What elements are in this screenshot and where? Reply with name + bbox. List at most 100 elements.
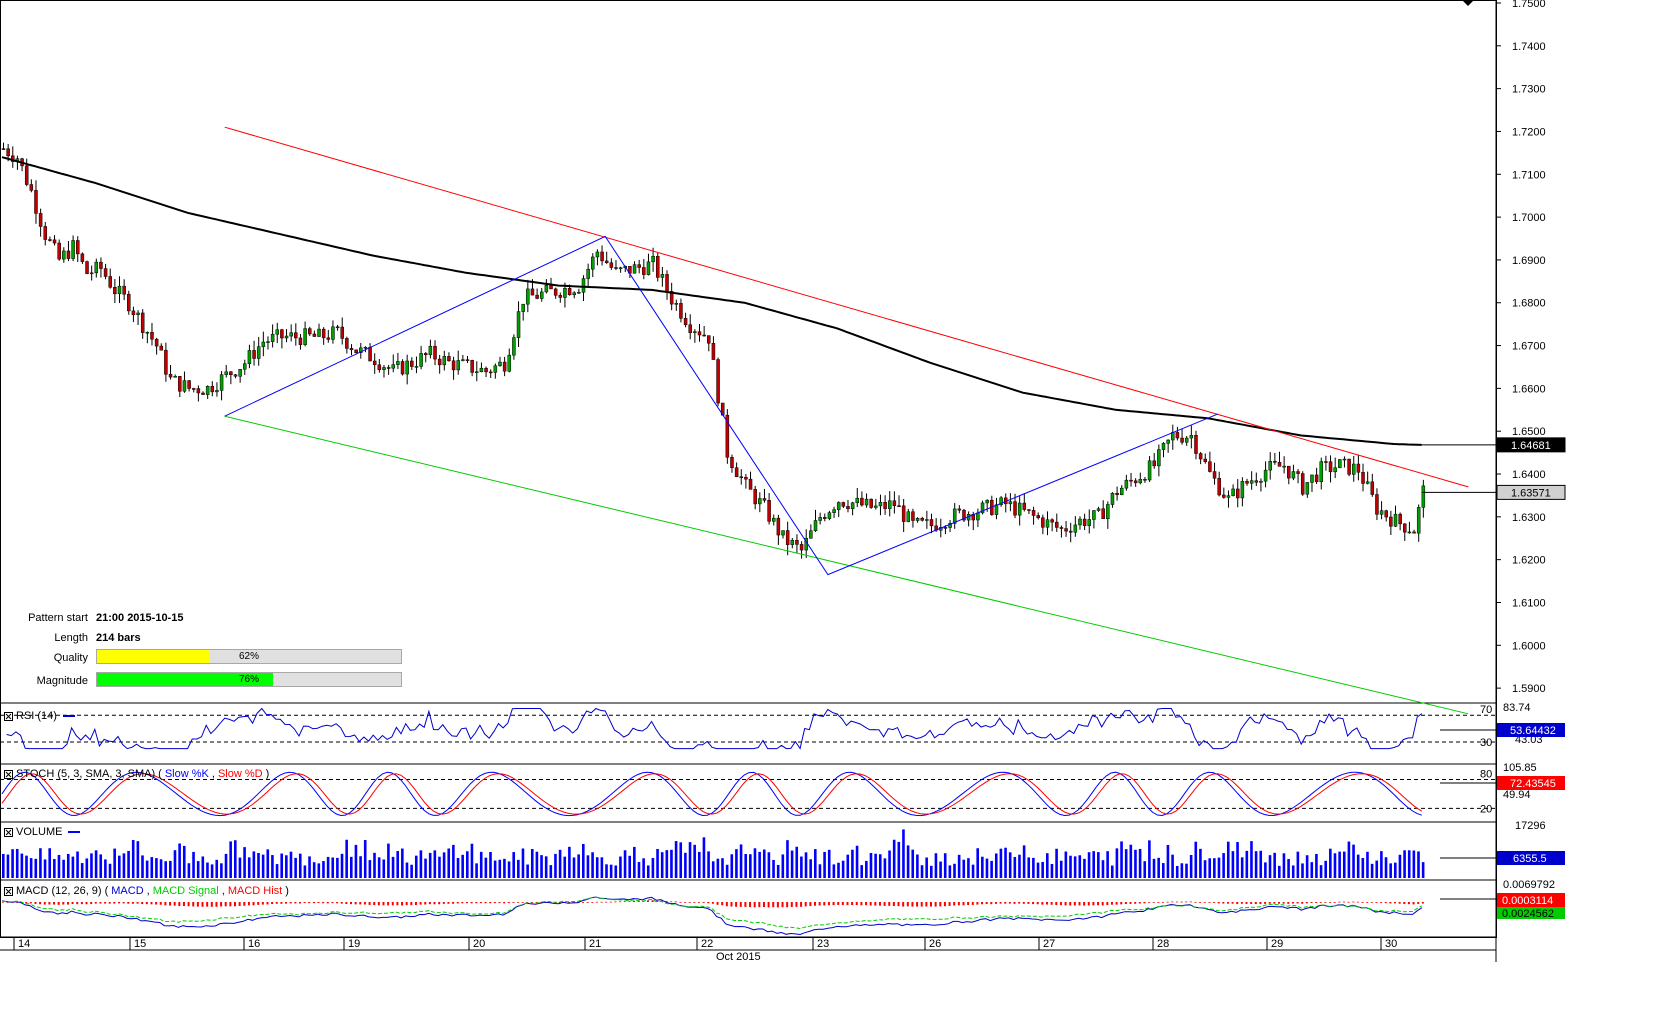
candle-down — [567, 288, 572, 296]
volume-bar — [308, 856, 311, 878]
close-indicator-icon[interactable] — [4, 711, 13, 721]
candle-down — [349, 348, 354, 351]
macd-hist-bar — [206, 902, 209, 907]
macd-value: 0.0003114 — [1502, 895, 1553, 907]
close-indicator-icon[interactable] — [4, 769, 13, 779]
macd-hist-bar — [1403, 902, 1406, 905]
macd-title[interactable]: MACD (12, 26, 9) (MACD, MACD Signal, MAC… — [4, 885, 289, 897]
ma-value-label-box — [1496, 437, 1566, 453]
candle-down — [307, 328, 312, 335]
macd-hist-bar — [985, 902, 988, 905]
price-tick-label: 1.7100 — [1512, 169, 1546, 181]
volume-bar — [1148, 840, 1151, 878]
volume-bar — [201, 856, 205, 878]
price-tick-label: 1.6100 — [1512, 597, 1546, 609]
ma-value-label: 1.64681 — [1511, 440, 1551, 452]
macd-hist-bar — [1338, 901, 1341, 903]
volume-bar — [800, 856, 803, 878]
volume-bar — [1417, 851, 1420, 878]
volume-bar — [1041, 862, 1044, 878]
volume-bar — [1097, 852, 1100, 878]
candle-down — [1217, 477, 1221, 496]
volume-bar — [1347, 841, 1351, 878]
macd-hist-bar — [1356, 901, 1359, 903]
macd-hist-bar — [795, 902, 798, 907]
candle-up — [693, 331, 697, 333]
macd-hist-bar — [1287, 902, 1290, 904]
candle-down — [423, 353, 428, 356]
candle-up — [1231, 488, 1235, 496]
volume-bar — [298, 853, 302, 878]
volume-bar — [1203, 860, 1207, 878]
candle-up — [887, 500, 892, 509]
quality-bar-fill — [97, 650, 211, 663]
price-tick-label: 1.6000 — [1512, 640, 1546, 652]
volume-bar — [1175, 865, 1179, 878]
volume-bar — [623, 850, 627, 878]
candle-down — [1245, 481, 1249, 484]
candle-up — [243, 363, 247, 370]
macd-hist-bar — [674, 901, 677, 903]
macd-hist-bar — [1380, 902, 1383, 903]
volume-bar — [1027, 857, 1031, 878]
macd-hist-bar — [874, 902, 877, 906]
stoch-title[interactable]: STOCH (5, 3, SMA, 3, SMA) (Slow %K, Slow… — [4, 768, 269, 780]
candle-down — [1031, 510, 1036, 516]
candle-up — [1157, 449, 1161, 467]
macd-hist-bar — [1046, 902, 1048, 905]
macd-hist-bar — [461, 902, 464, 904]
macd-hist-bar — [90, 902, 93, 905]
macd-hist-bar — [298, 902, 301, 904]
macd-hist-bar — [1394, 902, 1396, 904]
macd-hist-bar — [725, 902, 728, 907]
candle-down — [345, 338, 349, 349]
close-indicator-icon[interactable] — [4, 827, 13, 837]
candle-down — [785, 530, 790, 545]
candle-up — [581, 278, 586, 293]
macd-hist-bar — [591, 902, 594, 903]
volume-bar — [66, 853, 70, 878]
macd-hist-bar — [1231, 902, 1234, 904]
macd-hist-bar — [526, 902, 529, 903]
close-indicator-icon[interactable] — [4, 886, 13, 896]
candle-down — [400, 361, 405, 375]
candle-down — [1175, 432, 1180, 439]
macd-hist-bar — [1124, 902, 1127, 905]
magnitude-value: 76% — [238, 674, 259, 685]
candle-down — [860, 497, 864, 506]
volume-bar — [1078, 855, 1082, 878]
macd-hist-bar — [730, 902, 733, 907]
volume-bar — [294, 857, 297, 878]
macd-hist-bar — [930, 902, 932, 907]
macd-hist-bar — [804, 902, 807, 907]
rsi-title[interactable]: RSI (14) — [4, 710, 75, 722]
volume-bar — [544, 856, 548, 878]
volume-bar — [906, 845, 910, 878]
candle-up — [1310, 474, 1314, 483]
volume-bar — [911, 849, 915, 878]
macd-hist-bar — [512, 902, 515, 903]
rsi-title-text: RSI (14) — [16, 710, 57, 722]
volume-title[interactable]: VOLUME — [4, 826, 81, 838]
plot-frame — [0, 0, 1497, 938]
volume-bar — [410, 864, 413, 878]
volume-bar — [57, 854, 61, 878]
macd-hist-bar — [503, 902, 506, 904]
macd-hist-bar — [916, 902, 919, 907]
macd-hist-bar — [1199, 902, 1202, 903]
macd-hist-bar — [34, 902, 37, 904]
volume-bar — [846, 854, 850, 878]
volume-bar — [1036, 862, 1040, 878]
volume-bar — [424, 858, 427, 878]
volume-bar — [628, 855, 631, 878]
macd-hist-bar — [776, 902, 779, 908]
candle-up — [1092, 510, 1096, 520]
volume-bar — [94, 850, 98, 878]
last-price-label-box — [1496, 484, 1566, 500]
volume-bar — [1162, 863, 1165, 878]
candle-down — [140, 312, 145, 333]
macd-hist-bar — [823, 902, 826, 906]
candle-up — [1305, 482, 1310, 495]
volume-bar — [336, 857, 339, 878]
